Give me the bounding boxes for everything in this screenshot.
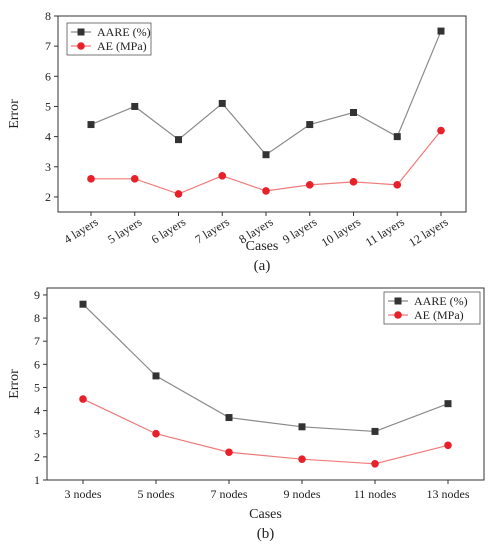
y-tick-label: 5: [34, 380, 40, 394]
legend-entry: AARE (%): [414, 294, 468, 308]
y-tick-label: 4: [34, 404, 40, 418]
data-point-ae: [225, 448, 233, 457]
data-point-aare: [218, 99, 226, 107]
x-axis-label: Cases: [246, 239, 279, 254]
legend-entry: AE (MPa): [97, 39, 147, 53]
series-line-ae: [91, 130, 442, 195]
y-tick-label: 7: [45, 39, 51, 53]
y-tick-label: 2: [34, 450, 40, 464]
data-point-aare: [350, 108, 357, 116]
legend-marker-aare: [77, 28, 85, 36]
x-tick-label: 5 nodes: [138, 487, 175, 501]
y-tick-label: 2: [45, 190, 51, 204]
x-tick-label: 9 layers: [280, 214, 320, 246]
y-tick-label: 5: [45, 99, 51, 113]
x-tick-label: 7 nodes: [211, 487, 248, 501]
y-tick-label: 8: [45, 9, 51, 23]
panel-label: (a): [254, 258, 271, 274]
data-point-aare: [298, 423, 306, 431]
x-axis-label: Cases: [249, 507, 282, 522]
series-line-ae: [82, 398, 449, 465]
y-tick-label: 9: [34, 288, 40, 302]
series-line-aare: [82, 303, 449, 433]
data-point-aare: [306, 121, 314, 129]
legend-marker-aare: [394, 297, 402, 305]
data-point-ae: [349, 178, 358, 186]
x-tick-label: 9 nodes: [284, 487, 321, 501]
x-tick-label: 12 layers: [406, 214, 451, 249]
x-tick-label: 3 nodes: [65, 487, 102, 501]
legend-entry: AE (MPa): [414, 308, 464, 322]
y-tick-label: 8: [34, 311, 40, 325]
y-tick-label: 7: [34, 334, 40, 348]
x-tick-label: 5 layers: [105, 214, 145, 246]
y-axis-label: Error: [7, 99, 22, 129]
y-axis-label: Error: [7, 369, 22, 399]
data-point-ae: [218, 172, 227, 180]
legend-box: [383, 291, 481, 325]
x-tick-label: 10 layers: [319, 214, 364, 249]
data-point-ae: [393, 181, 402, 189]
data-point-aare: [262, 151, 270, 159]
y-tick-label: 6: [34, 357, 40, 371]
y-tick-label: 1: [34, 473, 40, 487]
y-tick-label: 6: [45, 69, 51, 83]
legend-marker-ae: [394, 311, 402, 319]
chart-panel-b: 1 2 3 4 5 6 7 8 9 3 nodes 5 nodes 7 nodes 9 nodes 11 …: [7, 287, 485, 542]
data-point-aare: [152, 372, 160, 380]
data-point-aare: [175, 136, 182, 144]
data-point-aare: [444, 400, 452, 408]
data-point-ae: [444, 441, 452, 450]
data-point-aare: [437, 27, 445, 35]
x-tick-label: 11 nodes: [354, 487, 397, 501]
plot-frame: [57, 15, 467, 213]
y-tick-label: 3: [34, 427, 40, 441]
data-point-ae: [130, 175, 139, 183]
x-tick-label: 4 layers: [61, 214, 101, 246]
data-point-ae: [305, 181, 314, 189]
panel-label: (b): [257, 526, 275, 542]
data-point-aare: [87, 121, 95, 129]
data-point-ae: [371, 460, 379, 468]
data-point-ae: [174, 190, 183, 198]
data-point-aare: [79, 300, 87, 308]
x-tick-label: 7 layers: [192, 214, 232, 246]
legend-box: [66, 22, 152, 56]
x-tick-label: 11 layers: [363, 215, 407, 250]
data-point-aare: [131, 102, 139, 110]
legend-marker-ae: [77, 42, 85, 50]
x-tick-label: 13 nodes: [427, 487, 470, 501]
data-point-aare: [371, 427, 379, 435]
data-point-ae: [152, 429, 160, 438]
data-point-ae: [262, 187, 270, 195]
data-point-aare: [225, 414, 233, 422]
x-tick-label: 6 layers: [149, 214, 189, 246]
y-tick-label: 3: [45, 160, 51, 174]
y-tick-label: 4: [45, 130, 51, 144]
legend-entry: AARE (%): [97, 25, 151, 39]
data-point-ae: [79, 395, 87, 403]
plot-frame: [46, 287, 485, 481]
data-point-aare: [393, 133, 401, 141]
data-point-ae: [437, 126, 445, 135]
data-point-ae: [298, 455, 306, 463]
data-point-ae: [87, 175, 95, 183]
